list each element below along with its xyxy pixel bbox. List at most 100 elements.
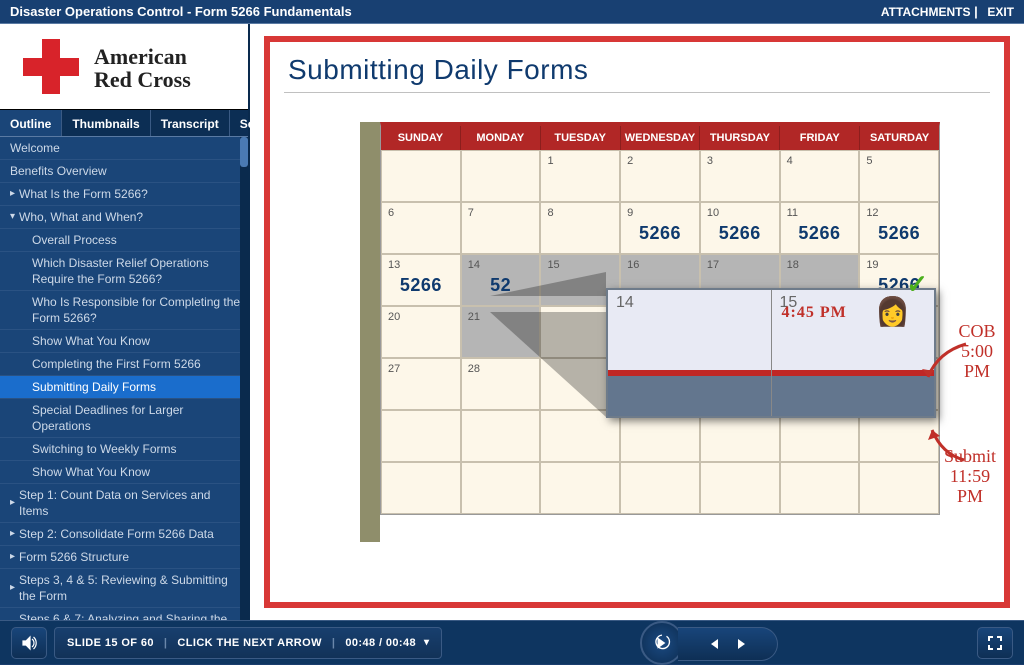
outline-item[interactable]: Show What You Know bbox=[0, 330, 248, 353]
calendar-cell: 27 bbox=[381, 358, 461, 410]
calendar-cell: 7 bbox=[461, 202, 541, 254]
title-bar: Disaster Operations Control - Form 5266 … bbox=[0, 0, 1024, 24]
outline-item[interactable]: Who Is Responsible for Completing the Fo… bbox=[0, 291, 248, 330]
calendar-cell bbox=[620, 462, 700, 514]
calendar-cell bbox=[381, 462, 461, 514]
check-icon: ✓ bbox=[906, 269, 928, 300]
outline-item[interactable]: Steps 6 & 7: Analyzing and Sharing the D… bbox=[0, 608, 248, 620]
calendar-cell: 105266 bbox=[700, 202, 780, 254]
arrow-submit-icon bbox=[924, 418, 984, 468]
separator: | bbox=[970, 4, 981, 19]
zoom-time: 4:45 PM bbox=[782, 304, 847, 322]
prev-icon bbox=[707, 637, 721, 651]
red-cross-logo: American Red Cross bbox=[12, 29, 237, 104]
outline-item[interactable]: Step 1: Count Data on Services and Items bbox=[0, 484, 248, 523]
tab-outline[interactable]: Outline bbox=[0, 110, 62, 136]
slide-title: Submitting Daily Forms bbox=[270, 42, 1004, 92]
calendar-cell bbox=[381, 410, 461, 462]
outline-scrollbar[interactable] bbox=[240, 137, 248, 620]
calendar-day-head: SATURDAY bbox=[860, 126, 939, 150]
outline-item[interactable]: Which Disaster Relief Operations Require… bbox=[0, 252, 248, 291]
calendar-cell: 20 bbox=[381, 306, 461, 358]
zoom-cell-14: 14 bbox=[608, 290, 771, 416]
sidebar: American Red Cross Outline Thumbnails Tr… bbox=[0, 24, 250, 620]
calendar-cell bbox=[381, 150, 461, 202]
calendar-cell bbox=[540, 462, 620, 514]
calendar-header: SUNDAYMONDAYTUESDAYWEDNESDAYTHURSDAYFRID… bbox=[381, 126, 939, 150]
logo-box: American Red Cross bbox=[0, 24, 248, 109]
calendar-spine bbox=[360, 122, 380, 542]
next-icon bbox=[735, 637, 749, 651]
calendar-day-head: THURSDAY bbox=[700, 126, 780, 150]
outline-item[interactable]: Overall Process bbox=[0, 229, 248, 252]
tab-transcript[interactable]: Transcript bbox=[151, 110, 230, 136]
fullscreen-icon bbox=[987, 635, 1003, 651]
calendar-cell bbox=[461, 410, 541, 462]
calendar-cell: 3 bbox=[700, 150, 780, 202]
exit-link[interactable]: EXIT bbox=[987, 5, 1014, 19]
outline-item[interactable]: Welcome bbox=[0, 137, 248, 160]
outline-item[interactable]: Special Deadlines for Larger Operations bbox=[0, 399, 248, 438]
calendar-day-head: WEDNESDAY bbox=[621, 126, 701, 150]
calendar-cell: 2 bbox=[620, 150, 700, 202]
logo-text-bottom: Red Cross bbox=[94, 67, 191, 92]
calendar-cell bbox=[700, 462, 780, 514]
outline-item[interactable]: Step 2: Consolidate Form 5266 Data bbox=[0, 523, 248, 546]
chevron-down-icon[interactable]: ▾ bbox=[424, 637, 429, 648]
fullscreen-button[interactable] bbox=[977, 627, 1013, 659]
zoom-projection-top bbox=[490, 272, 606, 296]
prev-button[interactable] bbox=[707, 637, 721, 651]
replay-icon bbox=[653, 634, 671, 652]
app-title: Disaster Operations Control - Form 5266 … bbox=[10, 4, 352, 19]
logo-text-top: American bbox=[94, 44, 187, 69]
outline-list[interactable]: WelcomeBenefits OverviewWhat Is the Form… bbox=[0, 137, 248, 620]
volume-icon bbox=[21, 635, 37, 651]
calendar-day-head: FRIDAY bbox=[780, 126, 860, 150]
next-button[interactable] bbox=[735, 637, 749, 651]
outline-item[interactable]: Steps 3, 4 & 5: Reviewing & Submitting t… bbox=[0, 569, 248, 608]
calendar-cell bbox=[780, 462, 860, 514]
calendar-cell: 135266 bbox=[381, 254, 461, 306]
calendar-cell: 8 bbox=[540, 202, 620, 254]
calendar-day-head: TUESDAY bbox=[541, 126, 621, 150]
tab-thumbnails[interactable]: Thumbnails bbox=[62, 110, 150, 136]
outline-item[interactable]: Completing the First Form 5266 bbox=[0, 353, 248, 376]
zoom-projection-bottom bbox=[490, 312, 606, 417]
slide-counter: SLIDE 15 OF 60 bbox=[67, 637, 154, 649]
sidebar-tabs: Outline Thumbnails Transcript Search bbox=[0, 109, 248, 137]
outline-item[interactable]: Form 5266 Structure bbox=[0, 546, 248, 569]
calendar-cell bbox=[859, 462, 939, 514]
attachments-link[interactable]: ATTACHMENTS bbox=[881, 5, 971, 19]
volume-button[interactable] bbox=[11, 627, 47, 659]
outline-item[interactable]: Who, What and When? bbox=[0, 206, 248, 229]
player-time: 00:48 / 00:48 bbox=[345, 637, 416, 649]
player-hint: CLICK THE NEXT ARROW bbox=[177, 637, 321, 649]
person-icon: 👩 bbox=[875, 298, 910, 326]
player-bar: SLIDE 15 OF 60 | CLICK THE NEXT ARROW | … bbox=[0, 620, 1024, 664]
calendar-day-head: SUNDAY bbox=[381, 126, 461, 150]
zoom-num-14: 14 bbox=[616, 294, 634, 312]
outline-scroll-thumb[interactable] bbox=[240, 137, 248, 167]
calendar-cell: 1 bbox=[540, 150, 620, 202]
calendar-cell bbox=[461, 150, 541, 202]
arrow-cob-icon bbox=[918, 342, 978, 392]
zoom-callout: 14 15 4:45 PM 👩 ✓ bbox=[606, 288, 936, 418]
calendar-cell: 95266 bbox=[620, 202, 700, 254]
calendar-cell: 6 bbox=[381, 202, 461, 254]
content-pane: Submitting Daily Forms SUNDAYMONDAYTUESD… bbox=[250, 24, 1024, 620]
calendar-cell: 4 bbox=[780, 150, 860, 202]
calendar-cell bbox=[461, 462, 541, 514]
play-controls bbox=[640, 623, 780, 663]
outline-item[interactable]: Benefits Overview bbox=[0, 160, 248, 183]
slide-inner: Submitting Daily Forms SUNDAYMONDAYTUESD… bbox=[270, 42, 1004, 602]
player-status: SLIDE 15 OF 60 | CLICK THE NEXT ARROW | … bbox=[54, 627, 442, 659]
outline-item[interactable]: Submitting Daily Forms bbox=[0, 376, 248, 399]
slide-frame: Submitting Daily Forms SUNDAYMONDAYTUESD… bbox=[264, 36, 1010, 608]
outline-item[interactable]: What Is the Form 5266? bbox=[0, 183, 248, 206]
slide-divider bbox=[284, 92, 990, 93]
calendar-day-head: MONDAY bbox=[461, 126, 541, 150]
calendar-cell: 115266 bbox=[780, 202, 860, 254]
outline-item[interactable]: Show What You Know bbox=[0, 461, 248, 484]
zoom-cell-15: 15 4:45 PM 👩 ✓ bbox=[771, 290, 935, 416]
outline-item[interactable]: Switching to Weekly Forms bbox=[0, 438, 248, 461]
